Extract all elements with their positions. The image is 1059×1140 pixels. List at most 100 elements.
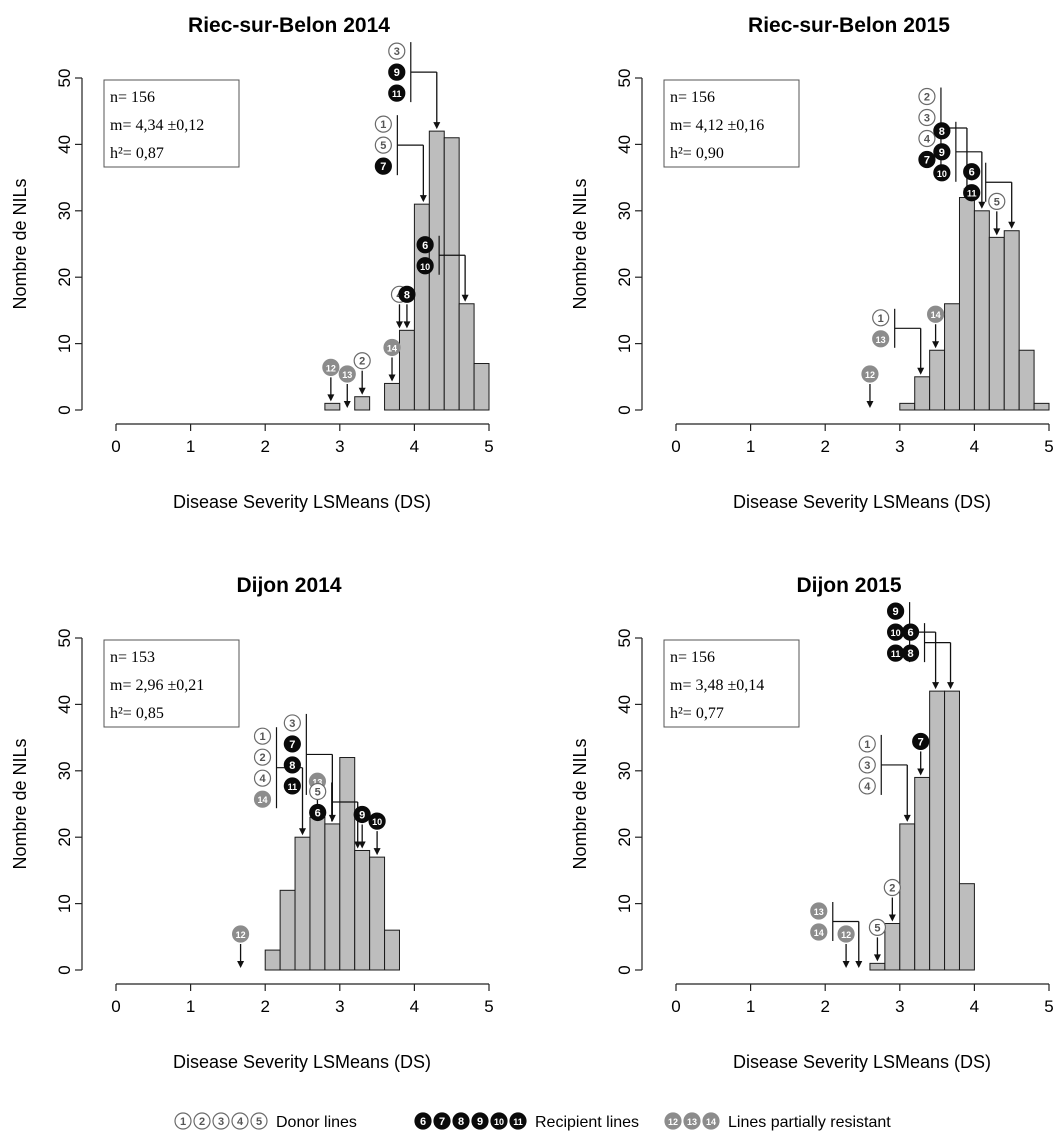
y-tick-label: 10 bbox=[615, 334, 634, 353]
annotation: 8 bbox=[398, 285, 416, 329]
histogram-bar bbox=[294, 836, 311, 971]
line-marker-circle bbox=[837, 925, 855, 943]
annotation-arrow-head bbox=[403, 321, 411, 329]
x-tick-label: 3 bbox=[895, 997, 904, 1016]
legend-label: Donor lines bbox=[276, 1114, 357, 1131]
line-marker: 14 bbox=[383, 338, 401, 357]
annotation: 3 7 8 11 bbox=[283, 713, 336, 822]
line-marker: 1 bbox=[858, 735, 876, 753]
line-marker-circle bbox=[872, 330, 890, 348]
histogram-bar bbox=[354, 849, 371, 971]
line-marker: 6 bbox=[309, 803, 327, 822]
line-marker: 14 bbox=[927, 305, 945, 323]
annotation: 3 9 11 bbox=[388, 42, 441, 130]
histogram-bar bbox=[899, 823, 916, 971]
line-marker-label: 10 bbox=[420, 262, 430, 272]
x-tick-label: 4 bbox=[970, 437, 979, 456]
x-tick-label: 4 bbox=[410, 437, 419, 456]
line-marker-label: 4 bbox=[864, 781, 871, 793]
x-tick-label: 5 bbox=[484, 437, 493, 456]
histogram-bar bbox=[413, 203, 430, 411]
line-marker: 8 bbox=[398, 285, 416, 303]
line-marker-circle bbox=[283, 777, 301, 795]
annotation-arrow-head bbox=[855, 961, 863, 968]
legend-marker-circle bbox=[174, 1112, 192, 1130]
line-marker: 10 bbox=[416, 257, 434, 275]
annotation-arrow-head bbox=[978, 201, 986, 209]
histogram-bar bbox=[384, 929, 400, 971]
line-marker-label: 11 bbox=[967, 189, 977, 199]
annotation-arrow-head bbox=[461, 294, 469, 302]
annotation-arrow-head bbox=[358, 841, 366, 849]
y-tick-label: 30 bbox=[55, 201, 74, 220]
histogram-bar bbox=[264, 949, 281, 971]
line-marker-label: 12 bbox=[841, 930, 851, 940]
line-marker-circle bbox=[253, 748, 272, 766]
line-marker: 10 bbox=[933, 164, 951, 182]
line-marker-label: 6 bbox=[422, 240, 428, 252]
line-marker: 9 bbox=[353, 805, 371, 824]
histogram-bar bbox=[929, 349, 946, 411]
annotation-arrow-head bbox=[866, 401, 874, 408]
x-tick-label: 5 bbox=[1044, 997, 1053, 1016]
line-marker-circle bbox=[374, 115, 392, 133]
legend-marker-circle bbox=[509, 1112, 527, 1130]
x-tick-label: 2 bbox=[820, 997, 829, 1016]
histogram-bar bbox=[1018, 349, 1035, 411]
line-marker: 4 bbox=[858, 777, 876, 795]
annotation-arrow-head bbox=[947, 682, 955, 690]
annotation-arrow-head bbox=[842, 961, 850, 968]
line-marker: 2 bbox=[253, 748, 272, 766]
line-marker-circle bbox=[353, 805, 371, 824]
annotation-arrow bbox=[866, 384, 874, 408]
histogram-bar bbox=[1033, 402, 1050, 411]
line-marker-label: 3 bbox=[864, 760, 870, 772]
line-marker-label: 14 bbox=[257, 795, 267, 805]
histogram-bar bbox=[473, 363, 490, 411]
annotation: 6 11 bbox=[963, 162, 1016, 229]
legend-marker-circle bbox=[433, 1112, 451, 1130]
line-marker: 8 bbox=[283, 756, 301, 774]
annotation: 8 9 10 bbox=[933, 121, 986, 209]
y-tick-label: 50 bbox=[55, 629, 74, 648]
line-marker: 12 bbox=[837, 925, 855, 943]
line-marker-label: 13 bbox=[312, 777, 322, 787]
x-tick-label: 0 bbox=[111, 437, 120, 456]
legend-marker-circle bbox=[452, 1112, 470, 1130]
histogram-bar bbox=[914, 776, 931, 971]
legend-marker: 13 bbox=[683, 1112, 701, 1130]
line-marker-circle bbox=[858, 735, 876, 753]
line-marker-label: 1 bbox=[864, 739, 870, 751]
annotation: 10 bbox=[368, 812, 386, 856]
line-marker-circle bbox=[933, 143, 951, 161]
line-marker-label: 5 bbox=[315, 786, 321, 798]
stats-mean: m= 4,34 ±0,12 bbox=[110, 117, 204, 134]
line-marker: 2 bbox=[353, 352, 371, 370]
x-tick-label: 1 bbox=[186, 997, 195, 1016]
line-marker-label: 6 bbox=[907, 627, 913, 639]
legend-marker-circle bbox=[683, 1112, 701, 1130]
histogram-bar bbox=[309, 816, 326, 971]
legend-marker: 14 bbox=[702, 1112, 720, 1130]
annotation-arrow bbox=[343, 384, 351, 408]
line-marker-circle bbox=[901, 623, 920, 641]
legend-marker: 12 bbox=[664, 1112, 682, 1130]
line-marker-label: 2 bbox=[889, 883, 895, 895]
annotation-arrow-head bbox=[354, 841, 362, 849]
annotation-arrow bbox=[328, 754, 336, 822]
annotation-arrow bbox=[299, 767, 306, 836]
stats-box bbox=[103, 639, 240, 728]
annotation-arrow bbox=[327, 377, 335, 402]
line-marker-label: 8 bbox=[907, 648, 913, 660]
line-marker: 5 bbox=[988, 192, 1006, 210]
line-marker-label: 2 bbox=[359, 356, 365, 368]
line-marker-circle bbox=[918, 129, 936, 148]
line-marker-circle bbox=[283, 714, 301, 732]
annotation-arrow bbox=[373, 831, 381, 856]
legend-marker: 9 bbox=[471, 1112, 489, 1130]
annotation-arrow bbox=[917, 751, 925, 776]
line-marker-label: 4 bbox=[924, 134, 931, 146]
legend-marker: 8 bbox=[452, 1112, 470, 1130]
y-tick-label: 20 bbox=[615, 828, 634, 847]
